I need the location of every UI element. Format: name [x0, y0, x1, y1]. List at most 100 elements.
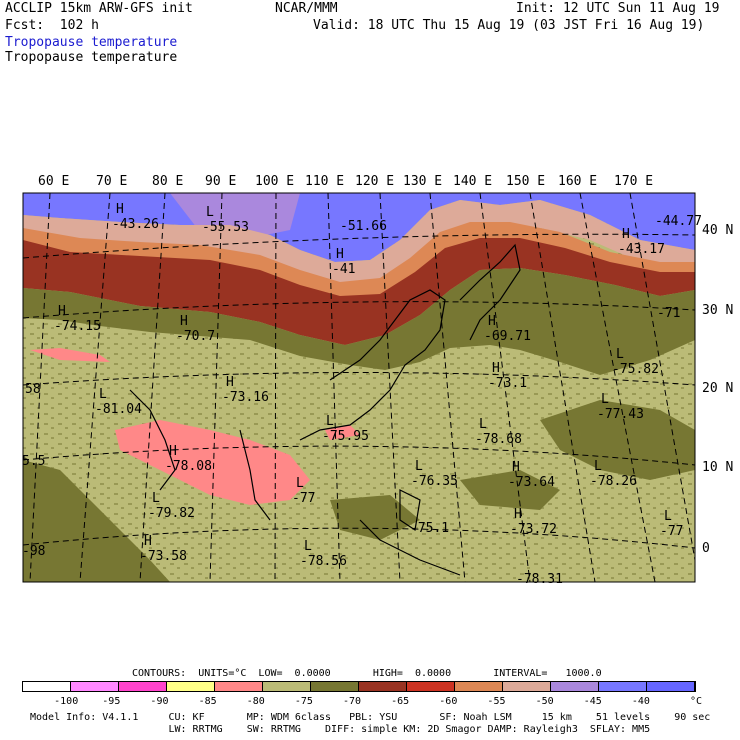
product-title: ACCLIP 15km ARW-GFS init [5, 1, 193, 16]
extremum-value: -41 [332, 262, 355, 277]
low-marker: L [304, 539, 312, 554]
lon-label: 70 E [96, 174, 127, 189]
extremum-value: -77.43 [597, 407, 644, 422]
lat-label: 40 N [702, 223, 733, 238]
colorbar-tick-label: -90 [150, 696, 169, 707]
colorbar-tick-label: -75 [294, 696, 313, 707]
extremum-value: -43.17 [618, 242, 665, 257]
colorbar-swatch [263, 682, 311, 691]
extremum-value: -78.68 [475, 432, 522, 447]
lon-label: 110 E [305, 174, 344, 189]
colorbar-swatch [311, 682, 359, 691]
colorbar-tick-label: -70 [343, 696, 362, 707]
shaded-field [23, 193, 695, 582]
extremum-value: -98 [22, 544, 45, 559]
colorbar-swatch [455, 682, 503, 691]
low-marker: L [326, 414, 334, 429]
low-marker: L [594, 459, 602, 474]
high-marker: H [180, 314, 188, 329]
colorbar-unit: °C [690, 696, 703, 707]
extremum-value: -51.66 [340, 219, 387, 234]
low-marker: L [601, 392, 609, 407]
extremum-value: -73.1 [488, 376, 527, 391]
forecast-hour: Fcst: 102 h [5, 18, 99, 33]
model-info-line2: LW: RRTMG SW: RRTMG DIFF: simple KM: 2D … [30, 724, 651, 735]
lon-label: 90 E [205, 174, 236, 189]
extremum-value: -73.64 [508, 475, 555, 490]
extremum-value: -75.1 [410, 521, 449, 536]
low-marker: L [99, 387, 107, 402]
colorbar-swatch [503, 682, 551, 691]
lon-label: 80 E [152, 174, 183, 189]
extremum-value: -77 [660, 524, 683, 539]
low-marker: L [152, 491, 160, 506]
extremum-value: -78.26 [590, 474, 637, 489]
field-title-black: Tropopause temperature [5, 50, 178, 65]
colorbar-tick-label: -60 [439, 696, 458, 707]
colorbar-swatch [23, 682, 71, 691]
low-marker: L [296, 476, 304, 491]
extremum-value: -77 [292, 491, 315, 506]
model-info-line1: Model Info: V4.1.1 CU: KF MP: WDM 6class… [30, 712, 711, 723]
colorbar-tick-label: -100 [54, 696, 79, 707]
extremum-value: -75.95 [322, 429, 369, 444]
colorbar-tick-label: -55 [487, 696, 506, 707]
field-title-blue: Tropopause temperature [5, 35, 178, 50]
lat-label: 10 N [702, 460, 733, 475]
high-marker: H [116, 202, 124, 217]
lat-label: 20 N [702, 381, 733, 396]
lon-label: 150 E [506, 174, 545, 189]
extremum-value: -70.7 [176, 329, 215, 344]
high-marker: H [58, 304, 66, 319]
extremum-value: -78.31 [516, 572, 563, 587]
colorbar-swatch [215, 682, 263, 691]
lon-label: 160 E [558, 174, 597, 189]
high-marker: H [336, 247, 344, 262]
low-marker: L [206, 205, 214, 220]
low-marker: L [415, 459, 423, 474]
high-marker: H [512, 460, 520, 475]
lon-label: 140 E [453, 174, 492, 189]
colorbar [22, 681, 696, 692]
lon-label: 60 E [38, 174, 69, 189]
extremum-value: -73.58 [140, 549, 187, 564]
low-marker: L [664, 509, 672, 524]
extremum-value: -81.04 [95, 402, 142, 417]
center-label: NCAR/MMM [275, 1, 338, 16]
graticule [23, 193, 695, 582]
longitude-labels: 60 E 70 E 80 E 90 E 100 E 110 E 120 E 13… [38, 174, 653, 189]
low-marker: L [479, 417, 487, 432]
extremum-value: -78.08 [165, 459, 212, 474]
extremum-value: 5.5 [22, 454, 45, 469]
extremum-value: -69.71 [484, 329, 531, 344]
high-marker: H [144, 534, 152, 549]
coastlines [129, 243, 521, 576]
lon-label: 130 E [403, 174, 442, 189]
lat-label: 30 N [702, 303, 733, 318]
valid-time: Valid: 18 UTC Thu 15 Aug 19 (03 JST Fri … [313, 18, 705, 33]
high-marker: H [514, 507, 522, 522]
colorbar-tick-label: -65 [391, 696, 410, 707]
colorbar-swatch [71, 682, 119, 691]
colorbar-swatch [599, 682, 647, 691]
lon-label: 120 E [355, 174, 394, 189]
colorbar-swatch [119, 682, 167, 691]
colorbar-swatch [647, 682, 695, 691]
extremum-value: -74.15 [54, 319, 101, 334]
colorbar-tick-label: -45 [583, 696, 602, 707]
extremum-value: -44.77 [655, 214, 702, 229]
latitude-labels: 40 N 30 N 20 N 10 N 0 [702, 223, 733, 556]
high-marker: H [169, 444, 177, 459]
colorbar-tick-label: -95 [102, 696, 121, 707]
colorbar-tick-label: -50 [535, 696, 554, 707]
colorbar-tick-label: -85 [198, 696, 217, 707]
lon-label: 100 E [255, 174, 294, 189]
high-marker: H [492, 361, 500, 376]
colorbar-swatch [359, 682, 407, 691]
extremum-value: -76.35 [411, 474, 458, 489]
extremum-value: -79.82 [148, 506, 195, 521]
extrema-labels: H-43.26L-55.53 -51.66H-41-44.77H-43.17-71… [22, 202, 702, 587]
high-marker: H [226, 375, 234, 390]
extremum-value: -55.53 [202, 220, 249, 235]
extremum-value: -73.72 [510, 522, 557, 537]
